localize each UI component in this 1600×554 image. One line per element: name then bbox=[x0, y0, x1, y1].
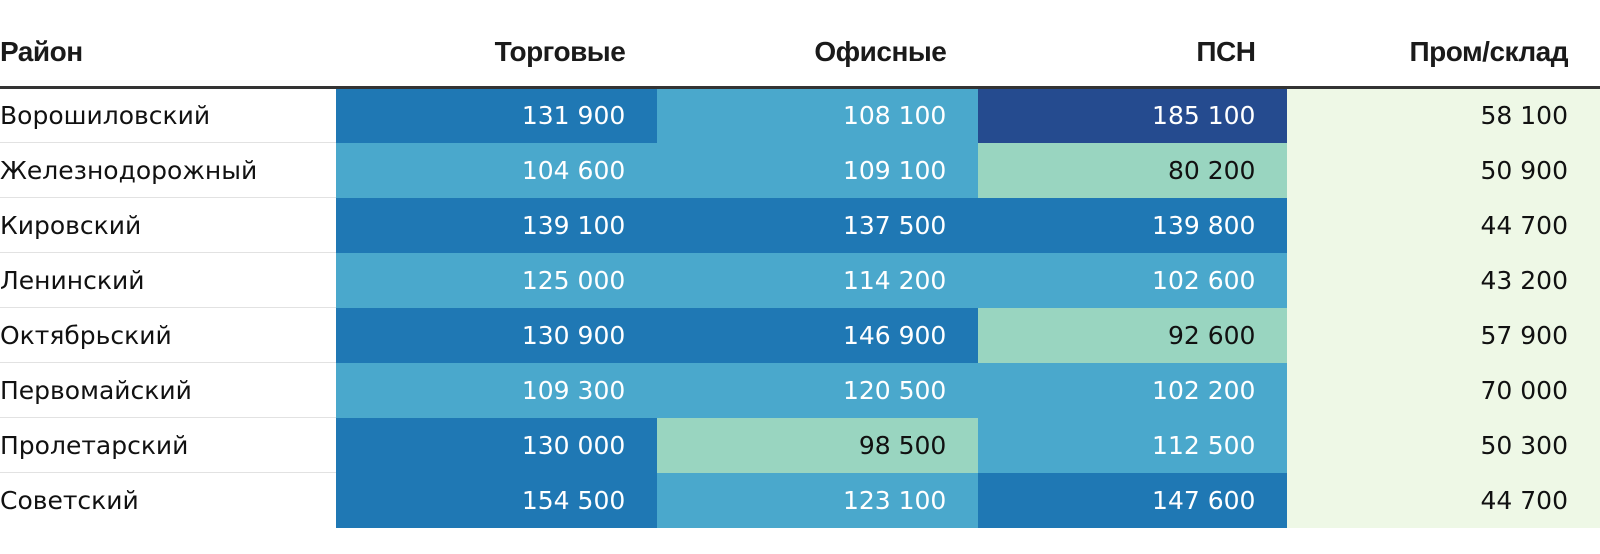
table-row: Пролетарский 130 000 98 500 112 500 50 300 bbox=[0, 417, 1600, 473]
district-name: Ворошиловский bbox=[0, 87, 337, 143]
heat-cell: 154 500 bbox=[336, 472, 658, 528]
heat-cell: 185 100 bbox=[978, 87, 1288, 143]
table-row: Железнодорожный 104 600 109 100 80 200 50 90… bbox=[0, 142, 1600, 198]
column-header-district: Район bbox=[0, 18, 337, 89]
heatmap-table: Район Торговые Офисные ПСН Пром/склад Во… bbox=[0, 18, 1600, 528]
district-name: Ленинский bbox=[0, 252, 337, 308]
heat-cell: 130 000 bbox=[336, 417, 658, 473]
heat-cell: 108 100 bbox=[657, 87, 979, 143]
table-row: Ленинский 125 000 114 200 102 600 43 200 bbox=[0, 252, 1600, 308]
heat-cell: 43 200 bbox=[1287, 252, 1600, 308]
table-row: Кировский 139 100 137 500 139 800 44 700 bbox=[0, 197, 1600, 253]
column-header-psn: ПСН bbox=[978, 18, 1288, 89]
heat-cell: 70 000 bbox=[1287, 362, 1600, 418]
table-row: Октябрьский 130 900 146 900 92 600 57 900 bbox=[0, 307, 1600, 363]
column-header-office: Офисные bbox=[657, 18, 979, 89]
heat-cell: 109 100 bbox=[657, 142, 979, 198]
table-row: Советский 154 500 123 100 147 600 44 700 bbox=[0, 472, 1600, 528]
district-name: Пролетарский bbox=[0, 417, 337, 473]
heat-cell: 146 900 bbox=[657, 307, 979, 363]
heat-cell: 147 600 bbox=[978, 472, 1288, 528]
heat-cell: 44 700 bbox=[1287, 197, 1600, 253]
heat-cell: 57 900 bbox=[1287, 307, 1600, 363]
heat-cell: 44 700 bbox=[1287, 472, 1600, 528]
heat-cell: 114 200 bbox=[657, 252, 979, 308]
heat-cell: 80 200 bbox=[978, 142, 1288, 198]
heat-cell: 58 100 bbox=[1287, 87, 1600, 143]
column-header-industrial: Пром/склад bbox=[1287, 18, 1600, 89]
heat-cell: 137 500 bbox=[657, 197, 979, 253]
header-row: Район Торговые Офисные ПСН Пром/склад bbox=[0, 18, 1600, 89]
heat-cell: 139 100 bbox=[336, 197, 658, 253]
heat-cell: 112 500 bbox=[978, 417, 1288, 473]
table-row: Первомайский 109 300 120 500 102 200 70 000 bbox=[0, 362, 1600, 418]
heat-cell: 125 000 bbox=[336, 252, 658, 308]
heat-cell: 104 600 bbox=[336, 142, 658, 198]
heat-cell: 120 500 bbox=[657, 362, 979, 418]
heat-cell: 98 500 bbox=[657, 417, 979, 473]
heat-cell: 102 600 bbox=[978, 252, 1288, 308]
heat-cell: 139 800 bbox=[978, 197, 1288, 253]
table-body: Ворошиловский 131 900 108 100 185 100 58 100… bbox=[0, 87, 1600, 528]
heat-cell: 123 100 bbox=[657, 472, 979, 528]
district-name: Первомайский bbox=[0, 362, 337, 418]
table-row: Ворошиловский 131 900 108 100 185 100 58 100 bbox=[0, 87, 1600, 143]
district-name: Октябрьский bbox=[0, 307, 337, 363]
heat-cell: 102 200 bbox=[978, 362, 1288, 418]
heat-cell: 92 600 bbox=[978, 307, 1288, 363]
column-header-retail: Торговые bbox=[336, 18, 658, 89]
heat-cell: 130 900 bbox=[336, 307, 658, 363]
district-name: Советский bbox=[0, 472, 337, 528]
heat-cell: 50 900 bbox=[1287, 142, 1600, 198]
heat-cell: 131 900 bbox=[336, 87, 658, 143]
heat-cell: 50 300 bbox=[1287, 417, 1600, 473]
heat-cell: 109 300 bbox=[336, 362, 658, 418]
district-name: Железнодорожный bbox=[0, 142, 337, 198]
district-name: Кировский bbox=[0, 197, 337, 253]
